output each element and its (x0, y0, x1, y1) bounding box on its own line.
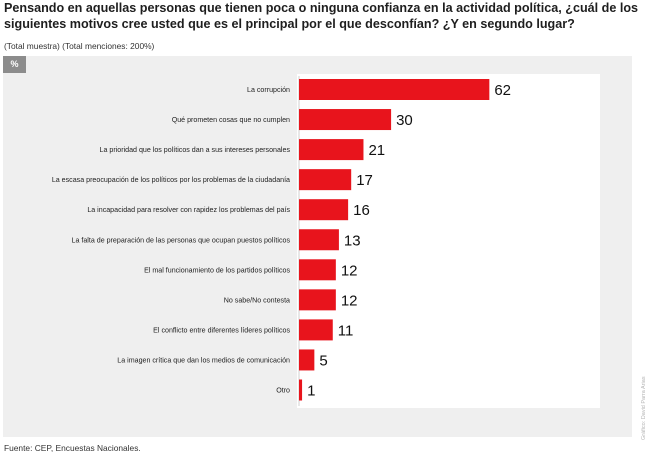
category-label: El mal funcionamiento de los partidos po… (144, 266, 290, 274)
data-label: 30 (396, 112, 413, 129)
data-label: 13 (344, 232, 361, 249)
source-note: Fuente: CEP, Encuestas Nacionales. (4, 443, 141, 453)
bar (299, 169, 352, 191)
category-label: La incapacidad para resolver con rapidez… (87, 206, 290, 214)
chart-credit: Gráfico: David Parra Arias (641, 376, 647, 440)
bar (299, 319, 333, 341)
data-label: 62 (494, 82, 511, 99)
data-label: 21 (368, 142, 385, 159)
bar (299, 109, 392, 131)
bar (299, 379, 303, 401)
data-label: 16 (353, 202, 370, 219)
bar (299, 349, 315, 371)
category-label: La prioridad que los políticos dan a sus… (100, 146, 291, 154)
category-label: La corrupción (247, 86, 290, 94)
bar (299, 79, 490, 100)
bar (299, 289, 336, 311)
category-label: La escasa preocupación de los políticos … (52, 176, 290, 184)
bar (299, 139, 364, 161)
unit-badge: % (3, 56, 26, 73)
chart-subtitle: (Total muestra) (Total menciones: 200%) (4, 41, 155, 51)
bar (299, 199, 349, 221)
category-label: La falta de preparación de las personas … (72, 236, 291, 244)
data-label: 5 (319, 352, 327, 369)
bar (299, 259, 336, 281)
data-label: 12 (341, 292, 358, 309)
category-label: La imagen crítica que dan los medios de … (117, 356, 290, 364)
category-label: Qué prometen cosas que no cumplen (172, 116, 290, 124)
category-label: Otro (276, 387, 290, 395)
bar (299, 229, 339, 251)
chart-title: Pensando en aquellas personas que tienen… (4, 1, 639, 31)
category-label: No sabe/No contesta (224, 296, 290, 304)
data-label: 11 (338, 322, 354, 339)
category-label: El conflicto entre diferentes líderes po… (153, 326, 290, 334)
data-label: 17 (356, 172, 373, 189)
data-label: 1 (307, 383, 315, 400)
data-label: 12 (341, 262, 358, 279)
